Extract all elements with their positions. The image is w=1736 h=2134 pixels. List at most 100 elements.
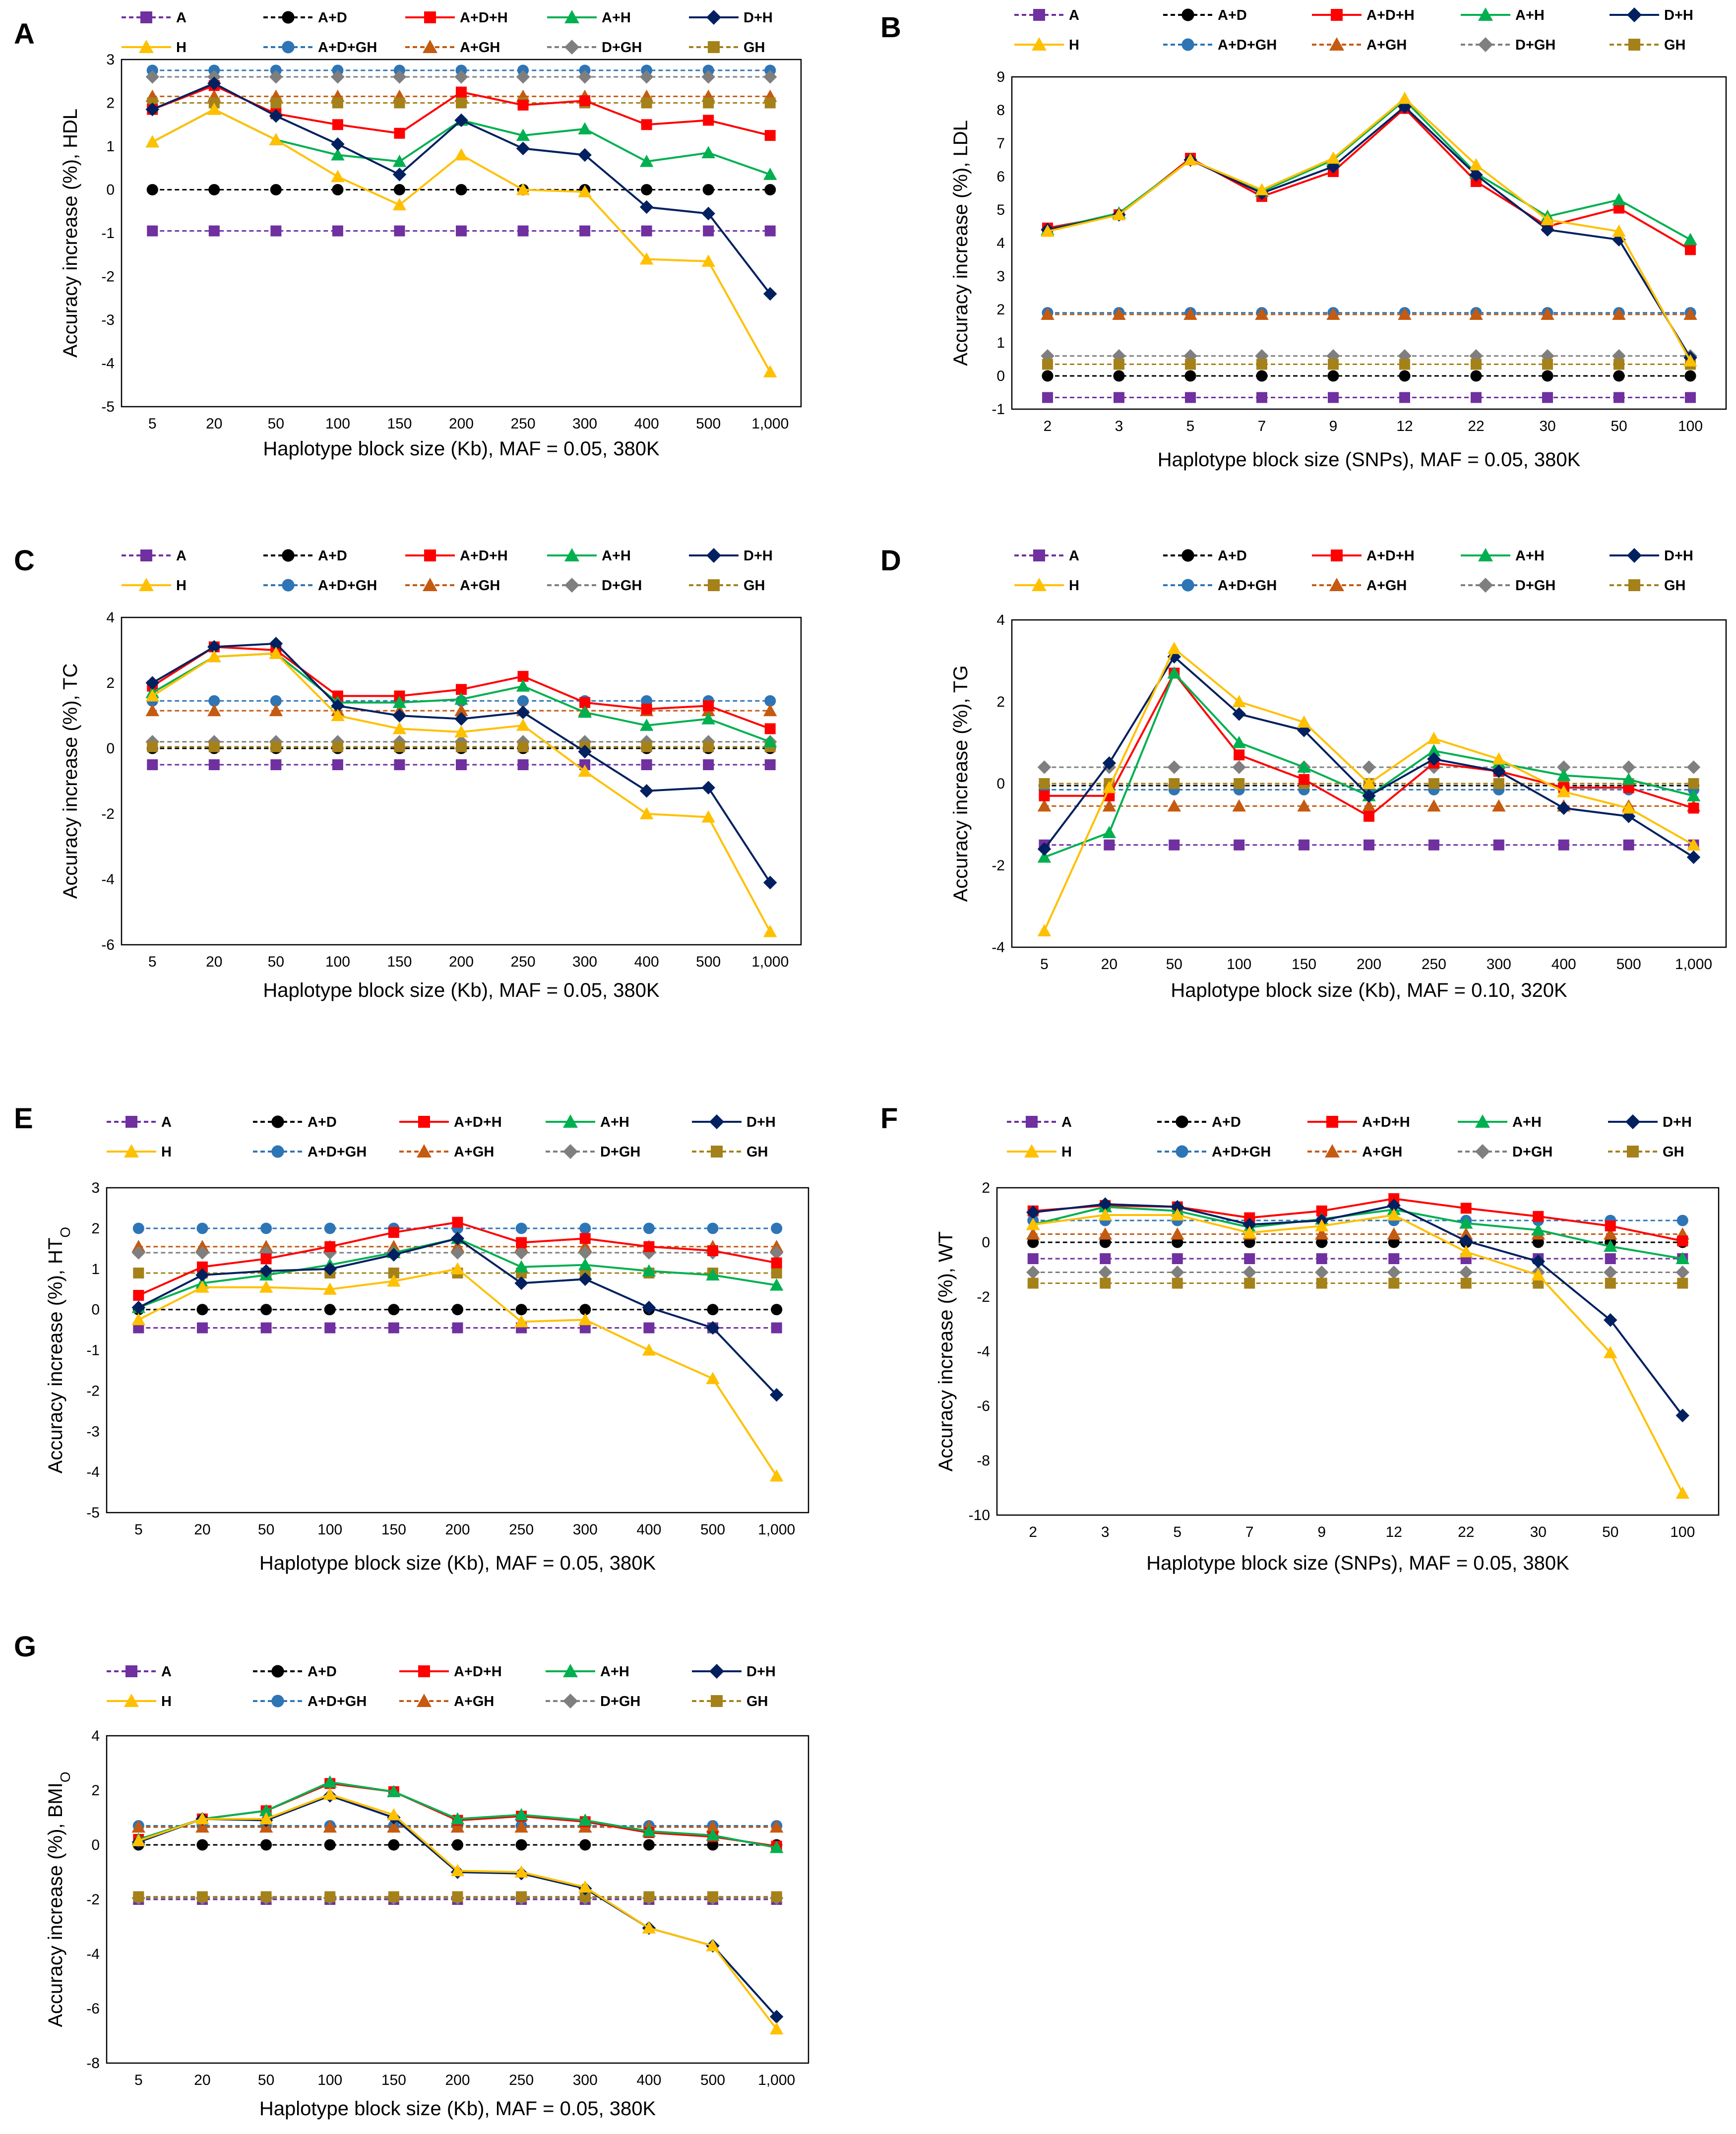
panel-b-legend-item-a: A xyxy=(1014,7,1079,23)
panel-g-point-a-plus-d xyxy=(451,1839,464,1851)
panel-a-point-h xyxy=(331,170,345,183)
panel-a-point-h xyxy=(701,254,715,267)
panel-c-point-a xyxy=(703,759,714,770)
panel-b-xtick-label: 3 xyxy=(1115,418,1123,434)
panel-d-point-d-plus-gh xyxy=(1037,760,1052,774)
panel-g-point-d-plus-h xyxy=(769,2010,784,2024)
panel-b-point-a-plus-gh xyxy=(1326,307,1340,320)
panel-d-x-axis-title: Haplotype block size (Kb), MAF = 0.10, 3… xyxy=(1171,979,1567,1001)
panel-a-point-a-plus-d-plus-h xyxy=(764,130,776,141)
panel-c-point-h xyxy=(454,725,468,737)
panel-e-point-h xyxy=(259,1280,273,1293)
panel-c-ytick-label: 2 xyxy=(106,675,115,691)
panel-f-legend-item-a-plus-h: A+H xyxy=(1458,1114,1542,1130)
panel-g-legend-item-d-plus-h: D+H xyxy=(692,1664,776,1680)
panel-b-point-gh xyxy=(1256,359,1267,370)
panel-e-point-a-plus-d-plus-h xyxy=(452,1217,463,1228)
panel-e-legend-item-a-plus-gh: A+GH xyxy=(399,1144,494,1160)
panel-a-point-a xyxy=(147,225,158,237)
panel-f-point-h xyxy=(1459,1245,1473,1258)
panel-e-ytick-label: -3 xyxy=(86,1423,100,1440)
panel-d-point-d-plus-gh xyxy=(1362,760,1376,774)
panel-g-point-gh xyxy=(260,1891,272,1902)
panel-e-legend-label-gh: GH xyxy=(746,1144,768,1160)
panel-f-point-gh xyxy=(1388,1278,1400,1289)
panel-c-ytick-label: -6 xyxy=(101,937,115,953)
panel-a-point-a-plus-h xyxy=(578,122,592,134)
panel-c-point-h xyxy=(763,924,777,937)
panel-e-legend-item-a-plus-h: A+H xyxy=(546,1114,629,1130)
panel-b-point-a-plus-d xyxy=(1042,370,1054,382)
panel-a-point-h xyxy=(578,185,592,197)
panel-e-legend-marker-a-plus-d-plus-h xyxy=(418,1116,430,1128)
panel-b-series-a-plus-h xyxy=(1041,93,1697,245)
panel-d-point-a xyxy=(1104,839,1115,851)
panel-c-xtick-label: 20 xyxy=(206,954,222,970)
panel-b-series-h xyxy=(1041,91,1697,366)
panel-b-legend-label-a-plus-d-plus-gh: A+D+GH xyxy=(1218,37,1277,53)
panel-a-point-h xyxy=(516,183,530,195)
panel-c-point-gh xyxy=(456,741,467,752)
panel-f-legend-marker-d-plus-gh xyxy=(1475,1144,1490,1159)
panel-f-legend: A A+D A+D+H A+H D+H H A+D+GH A+GH D+GH GH xyxy=(1007,1114,1692,1160)
panel-f-legend-item-d-plus-gh: D+GH xyxy=(1458,1144,1552,1160)
panel-f-point-h xyxy=(1098,1208,1112,1220)
panel-d-point-a-plus-gh xyxy=(1297,799,1311,812)
panel-f-legend-marker-a xyxy=(1026,1116,1038,1128)
panel-c-point-a xyxy=(332,759,343,770)
panel-f-point-a xyxy=(1605,1253,1616,1264)
panel-a-point-d-plus-gh xyxy=(701,70,715,84)
panel-c-legend-label-h: H xyxy=(176,578,186,594)
panel-g-legend-marker-a-plus-gh xyxy=(417,1694,432,1707)
panel-f-point-a-plus-d-plus-h xyxy=(1460,1203,1472,1214)
panel-a-point-d-plus-gh xyxy=(392,70,407,84)
panel-e-point-a-plus-d-plus-gh xyxy=(771,1222,783,1234)
panel-b-legend-marker-d-plus-gh xyxy=(1478,37,1493,52)
panel-c-point-a-plus-h xyxy=(392,695,407,708)
panel-g-y-axis-title-subscript: O xyxy=(58,1771,73,1782)
panel-a-legend-label-a-plus-d-plus-gh: A+D+GH xyxy=(318,40,377,56)
panel-a-xtick-label: 50 xyxy=(268,416,284,432)
panel-e-point-h xyxy=(387,1274,401,1287)
panel-d-point-h xyxy=(1167,642,1181,654)
panel-a-legend-marker-a-plus-d-plus-h xyxy=(424,11,436,23)
panel-c-point-a-plus-h xyxy=(578,705,592,718)
panel-a-point-a-plus-d xyxy=(270,183,282,196)
panel-g-legend-marker-d-plus-h xyxy=(709,1664,724,1679)
panel-f-point-d-plus-h xyxy=(1171,1200,1184,1214)
panel-d-point-h xyxy=(1556,785,1571,797)
panel-a-point-h xyxy=(145,135,160,148)
panel-c-point-d-plus-h xyxy=(392,709,407,723)
panel-b-point-gh xyxy=(1471,359,1482,370)
panel-e-series-a-plus-d xyxy=(132,1304,783,1316)
panel-e-point-a-plus-h xyxy=(706,1268,720,1281)
panel-a-legend-label-a: A xyxy=(176,10,186,26)
panel-g-legend-item-h: H xyxy=(107,1694,172,1709)
panel-c-legend-label-d-plus-h: D+H xyxy=(744,548,773,564)
panel-d-legend-label-a-plus-gh: A+GH xyxy=(1366,578,1407,594)
panel-f-xtick-label: 7 xyxy=(1245,1524,1254,1540)
panel-b: B A A+D A+D+H A+H D+HH A+D+GH A+GH D+GH GH-101234… xyxy=(880,7,1727,471)
panel-e-point-a-plus-d-plus-h xyxy=(579,1233,591,1244)
panel-f-point-gh xyxy=(1316,1278,1327,1289)
panel-d-point-a-plus-d-plus-h xyxy=(1039,790,1050,801)
panel-f-letter: F xyxy=(880,1102,898,1135)
panel-e-legend-item-gh: GH xyxy=(692,1144,768,1160)
panel-c-legend-label-a-plus-h: A+H xyxy=(602,548,631,564)
panel-f-point-a-plus-gh xyxy=(1459,1227,1473,1240)
panel-d-legend-label-a-plus-d-plus-h: A+D+H xyxy=(1366,548,1415,564)
panel-d-ytick-label: 0 xyxy=(996,776,1005,792)
panel-c-point-d-plus-h xyxy=(763,875,777,890)
panel-g-point-gh xyxy=(579,1891,591,1902)
panel-b-ytick-label: 6 xyxy=(996,169,1005,185)
panel-b-legend-item-a-plus-d: A+D xyxy=(1163,7,1247,23)
panel-f-point-gh xyxy=(1460,1278,1472,1289)
panel-b-point-a xyxy=(1471,392,1482,403)
panel-f-point-d-plus-h xyxy=(1242,1218,1256,1231)
panel-e-legend-item-a: A xyxy=(107,1114,172,1130)
panel-a-point-a-plus-d xyxy=(208,183,220,196)
panel-g-point-h xyxy=(259,1812,273,1825)
panel-a-legend-marker-d-plus-h xyxy=(706,10,721,25)
panel-b-point-a-plus-d xyxy=(1113,370,1125,382)
panel-a-point-a xyxy=(579,225,591,237)
